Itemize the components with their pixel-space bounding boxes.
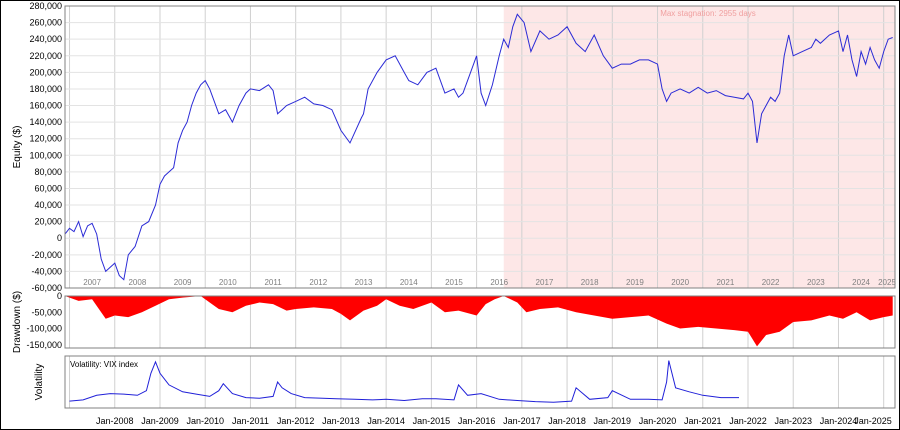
equity-line <box>64 13 893 281</box>
year-label: 2025 <box>878 278 896 287</box>
x-axis-date-label: Jan-2009 <box>141 416 179 426</box>
year-label: 2022 <box>762 278 780 287</box>
year-label: 2010 <box>219 278 237 287</box>
volatility-plot-frame <box>64 355 896 409</box>
equity-y-tick-label: 180,000 <box>29 84 62 94</box>
drawdown-y-tick-label: -100,000 <box>26 324 62 334</box>
year-label: 2017 <box>536 278 554 287</box>
equity-y-tick-label: 200,000 <box>29 67 62 77</box>
year-label: 2014 <box>400 278 418 287</box>
drawdown-area <box>65 296 893 347</box>
year-label: 2009 <box>174 278 192 287</box>
equity-y-tick-label: 260,000 <box>29 18 62 28</box>
volatility-line <box>69 360 739 403</box>
year-label: 2007 <box>83 278 101 287</box>
drawdown-panel: 0 -50,000 -100,000 -150,000 Drawdown ($) <box>12 291 896 353</box>
equity-y-tick-label: -20,000 <box>31 250 62 260</box>
x-axis-date-label: Jan-2019 <box>594 416 632 426</box>
x-axis-date-label: Jan-2025 <box>854 416 892 426</box>
equity-y-tick-label: 140,000 <box>29 117 62 127</box>
year-label: 2008 <box>128 278 146 287</box>
x-axis-date-label: Jan-2012 <box>277 416 315 426</box>
equity-vertical-grid <box>69 6 885 288</box>
x-axis-date-label: Jan-2021 <box>684 416 722 426</box>
equity-y-tick-label: 0 <box>57 233 62 243</box>
equity-y-ticks: -60,000 -40,000 -20,000 0 20,000 40,000 60,000… <box>29 1 62 293</box>
year-label: 2012 <box>309 278 327 287</box>
drawdown-y-tick-label: -50,000 <box>31 307 62 317</box>
stagnation-annotation: Max stagnation: 2955 days <box>660 9 756 18</box>
equity-horizontal-grid <box>65 22 895 272</box>
stagnation-region <box>503 6 895 288</box>
x-axis-date-label: Jan-2014 <box>367 416 405 426</box>
drawdown-y-ticks: 0 -50,000 -100,000 -150,000 <box>26 291 62 350</box>
year-label: 2013 <box>355 278 373 287</box>
year-label: 2015 <box>445 278 463 287</box>
drawdown-y-axis-label: Drawdown ($) <box>12 291 23 353</box>
year-label: 2021 <box>716 278 734 287</box>
equity-y-tick-label: 20,000 <box>34 217 62 227</box>
x-axis-date-label: Jan-2011 <box>232 416 269 426</box>
volatility-plot-bg <box>65 356 895 408</box>
equity-y-tick-label: -40,000 <box>31 266 62 276</box>
year-label: 2023 <box>807 278 825 287</box>
equity-y-tick-label: 60,000 <box>34 183 62 193</box>
x-axis-date-label: Jan-2010 <box>186 416 224 426</box>
year-label: 2011 <box>264 278 282 287</box>
volatility-legend: Volatility: VIX index <box>70 360 138 369</box>
equity-plot-frame <box>64 5 896 289</box>
x-axis-date-label: Jan-2022 <box>729 416 767 426</box>
equity-y-tick-label: 80,000 <box>34 167 62 177</box>
year-label: 2016 <box>490 278 508 287</box>
volatility-panel: Volatility: VIX index Volatility Jan-200… <box>34 355 896 426</box>
x-axis-date-label: Jan-2024 <box>820 416 858 426</box>
equity-y-tick-label: 280,000 <box>29 1 62 11</box>
volatility-y-axis-label: Volatility <box>34 364 45 401</box>
equity-y-axis-label: Equity ($) <box>12 126 23 169</box>
x-axis-date-label: Jan-2017 <box>503 416 541 426</box>
drawdown-y-tick-label: 0 <box>57 291 62 301</box>
x-axis-date-label: Jan-2023 <box>774 416 812 426</box>
year-label: 2024 <box>852 278 870 287</box>
equity-y-tick-label: 40,000 <box>34 200 62 210</box>
equity-y-tick-label: 120,000 <box>29 134 62 144</box>
equity-y-tick-label: 160,000 <box>29 101 62 111</box>
x-axis-date-label: Jan-2008 <box>96 416 134 426</box>
x-axis-date-labels: Jan-2008 Jan-2009 Jan-2010 Jan-2011 Jan-2012… <box>96 416 892 426</box>
equity-panel: -60,000 -40,000 -20,000 0 20,000 40,000 60,000… <box>12 1 896 293</box>
year-label: 2018 <box>581 278 599 287</box>
equity-y-tick-label: 240,000 <box>29 34 62 44</box>
equity-y-tick-label: 220,000 <box>29 51 62 61</box>
drawdown-y-tick-label: -150,000 <box>26 340 62 350</box>
x-axis-date-label: Jan-2013 <box>322 416 360 426</box>
drawdown-plot-frame <box>64 295 896 349</box>
x-axis-date-label: Jan-2016 <box>458 416 496 426</box>
x-axis-date-label: Jan-2020 <box>639 416 677 426</box>
equity-y-tick-label: -60,000 <box>31 283 62 293</box>
year-label: 2019 <box>626 278 644 287</box>
year-label: 2020 <box>671 278 689 287</box>
x-axis-date-label: Jan-2018 <box>548 416 586 426</box>
x-axis-date-label: Jan-2015 <box>413 416 451 426</box>
equity-year-labels: 2007 2008 2009 2010 2011 2012 2013 2014 2015 2016… <box>83 278 896 287</box>
equity-y-tick-label: 100,000 <box>29 150 62 160</box>
